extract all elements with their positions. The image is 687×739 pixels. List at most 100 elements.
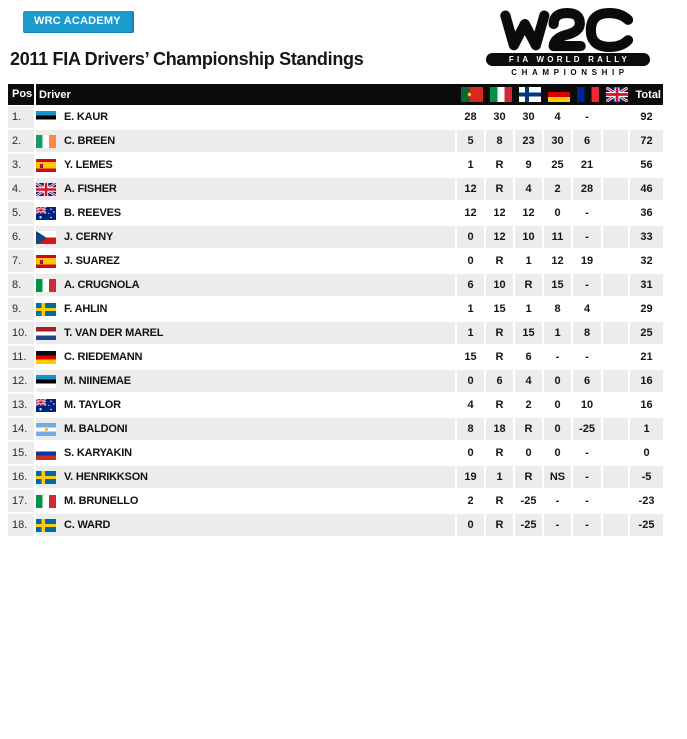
- score-italy: 6: [486, 370, 513, 392]
- position-cell: 10.: [8, 322, 34, 344]
- score-germany: 15: [544, 274, 571, 296]
- score-finland: 4: [515, 178, 542, 200]
- score-germany: 2: [544, 178, 571, 200]
- score-italy: R: [486, 442, 513, 464]
- score-france: -: [573, 490, 601, 512]
- total-cell: 1: [630, 418, 663, 440]
- driver-cell: Y. LEMES: [36, 154, 455, 176]
- score-finland: 10: [515, 226, 542, 248]
- score-great-britain: [603, 106, 628, 128]
- table-row: 13. M. TAYLOR 4 R 2 0 10 16: [8, 394, 663, 416]
- position-cell: 4.: [8, 178, 34, 200]
- table-header: Pos Driver Total: [8, 84, 663, 105]
- score-portugal: 0: [457, 514, 484, 536]
- score-germany: 11: [544, 226, 571, 248]
- score-germany: 30: [544, 130, 571, 152]
- driver-name: E. KAUR: [64, 111, 108, 123]
- score-france: 6: [573, 130, 601, 152]
- flag-great-britain-icon: [605, 87, 628, 102]
- flag-germany-icon: [547, 87, 570, 102]
- driver-name: A. FISHER: [64, 183, 117, 195]
- flag-germany-icon: [36, 350, 56, 364]
- score-italy: 30: [486, 106, 513, 128]
- driver-cell: M. TAYLOR: [36, 394, 455, 416]
- wrc-academy-badge[interactable]: WRC ACADEMY: [23, 11, 134, 33]
- driver-cell: C. BREEN: [36, 130, 455, 152]
- score-italy: R: [486, 514, 513, 536]
- total-cell: 16: [630, 394, 663, 416]
- score-great-britain: [603, 298, 628, 320]
- score-germany: 0: [544, 394, 571, 416]
- score-italy: R: [486, 154, 513, 176]
- table-row: 5. B. REEVES 12 12 12 0 - 36: [8, 202, 663, 224]
- flag-russia-icon: [36, 446, 56, 460]
- position-cell: 17.: [8, 490, 34, 512]
- score-finland: R: [515, 274, 542, 296]
- flag-ireland-icon: [36, 134, 56, 148]
- table-row: 17. M. BRUNELLO 2 R -25 - - -23: [8, 490, 663, 512]
- header-driver: Driver: [39, 88, 71, 101]
- standings-table: Pos Driver Total 1. E. KAUR 28 30 30 4 -…: [8, 84, 663, 538]
- score-portugal: 2: [457, 490, 484, 512]
- position-cell: 16.: [8, 466, 34, 488]
- score-great-britain: [603, 466, 628, 488]
- score-france: -25: [573, 418, 601, 440]
- driver-cell: J. CERNY: [36, 226, 455, 248]
- score-portugal: 0: [457, 442, 484, 464]
- score-great-britain: [603, 346, 628, 368]
- header-round-great-britain: [603, 84, 630, 105]
- driver-name: M. BALDONI: [64, 423, 128, 435]
- score-finland: -25: [515, 514, 542, 536]
- driver-cell: C. WARD: [36, 514, 455, 536]
- flag-spain-icon: [36, 254, 56, 268]
- driver-name: C. WARD: [64, 519, 111, 531]
- position-cell: 1.: [8, 106, 34, 128]
- score-great-britain: [603, 490, 628, 512]
- driver-cell: B. REEVES: [36, 202, 455, 224]
- score-portugal: 12: [457, 178, 484, 200]
- table-row: 15. S. KARYAKIN 0 R 0 0 - 0: [8, 442, 663, 464]
- position-cell: 15.: [8, 442, 34, 464]
- score-france: -: [573, 106, 601, 128]
- driver-name: M. TAYLOR: [64, 399, 121, 411]
- flag-sweden-icon: [36, 302, 56, 316]
- score-finland: R: [515, 466, 542, 488]
- total-cell: 25: [630, 322, 663, 344]
- table-row: 7. J. SUAREZ 0 R 1 12 19 32: [8, 250, 663, 272]
- table-row: 16. V. HENRIKKSON 19 1 R NS - -5: [8, 466, 663, 488]
- table-row: 12. M. NIINEMAE 0 6 4 0 6 16: [8, 370, 663, 392]
- table-row: 6. J. CERNY 0 12 10 11 - 33: [8, 226, 663, 248]
- championship-text: CHAMPIONSHIP: [511, 68, 629, 77]
- flag-finland-icon: [518, 87, 541, 102]
- score-france: 19: [573, 250, 601, 272]
- header-round-italy: [486, 84, 515, 105]
- score-germany: -: [544, 490, 571, 512]
- position-cell: 5.: [8, 202, 34, 224]
- score-italy: R: [486, 322, 513, 344]
- position-cell: 2.: [8, 130, 34, 152]
- total-cell: 31: [630, 274, 663, 296]
- score-germany: 0: [544, 370, 571, 392]
- score-france: -: [573, 514, 601, 536]
- driver-name: T. VAN DER MAREL: [64, 327, 164, 339]
- flag-netherlands-icon: [36, 326, 56, 340]
- score-great-britain: [603, 202, 628, 224]
- score-italy: R: [486, 250, 513, 272]
- table-row: 9. F. AHLIN 1 15 1 8 4 29: [8, 298, 663, 320]
- total-cell: 36: [630, 202, 663, 224]
- driver-cell: F. AHLIN: [36, 298, 455, 320]
- score-finland: 15: [515, 322, 542, 344]
- total-cell: 0: [630, 442, 663, 464]
- driver-name: Y. LEMES: [64, 159, 113, 171]
- position-cell: 6.: [8, 226, 34, 248]
- score-great-britain: [603, 322, 628, 344]
- score-finland: 0: [515, 442, 542, 464]
- wrc-logo: FIA WORLD RALLY CHAMPIONSHIP: [486, 8, 650, 78]
- score-finland: 12: [515, 202, 542, 224]
- score-germany: -: [544, 346, 571, 368]
- flag-spain-icon: [36, 158, 56, 172]
- score-germany: -: [544, 514, 571, 536]
- flag-sweden-icon: [36, 518, 56, 532]
- score-portugal: 1: [457, 154, 484, 176]
- header-pos: Pos: [8, 84, 34, 105]
